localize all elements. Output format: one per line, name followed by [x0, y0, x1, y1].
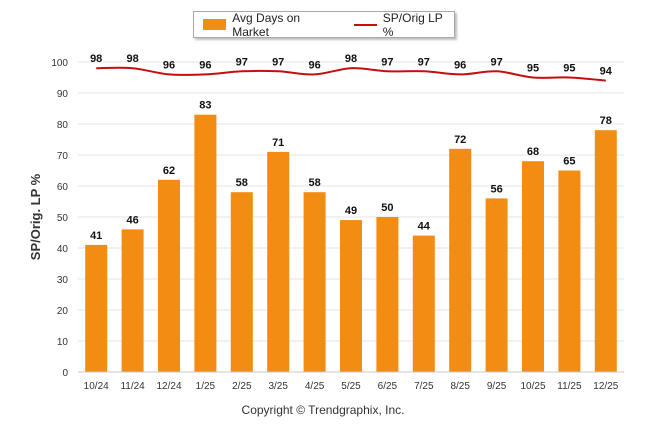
x-tick-label: 10/25: [520, 381, 545, 392]
line-data-label: 95: [527, 63, 539, 75]
y-tick-label: 50: [57, 213, 69, 224]
y-tick-label: 100: [51, 58, 68, 69]
bar-data-label: 41: [90, 230, 102, 242]
line-data-label: 98: [345, 53, 357, 65]
bar-data-label: 50: [381, 202, 393, 214]
bar: [340, 220, 362, 372]
chart-legend: Avg Days on Market SP/Orig LP %: [193, 11, 455, 39]
bar: [230, 192, 253, 372]
copyright-text: Copyright © Trendgraphix, Inc.: [241, 403, 405, 417]
line-data-label: 95: [563, 63, 575, 75]
bar-data-label: 72: [454, 134, 466, 146]
line-data-label: 96: [454, 59, 466, 71]
bar-data-label: 46: [126, 214, 138, 226]
bar: [449, 148, 472, 372]
line-data-label: 96: [199, 59, 211, 71]
bar-data-label: 58: [236, 177, 248, 189]
legend-item-bars[interactable]: Avg Days on Market: [203, 11, 337, 39]
bar-data-label: 44: [418, 221, 431, 233]
y-tick-label: 0: [62, 368, 68, 379]
legend-line-swatch: [353, 23, 377, 26]
bar-data-label: 58: [308, 177, 320, 189]
y-tick-label: 90: [57, 89, 69, 100]
y-tick-label: 10: [57, 337, 69, 348]
y-tick-label: 40: [57, 244, 69, 255]
x-tick-label: 11/24: [120, 381, 145, 392]
bar-data-label: 65: [563, 156, 575, 168]
bar-data-label: 71: [272, 137, 284, 149]
x-tick-label: 11/25: [557, 381, 582, 392]
line-data-label: 97: [418, 56, 430, 68]
bar-data-label: 83: [199, 100, 211, 112]
y-tick-label: 30: [57, 275, 69, 286]
x-tick-label: 12/24: [156, 381, 181, 392]
line-data-label: 94: [600, 66, 613, 78]
line-data-label: 97: [272, 56, 284, 68]
line-data-label: 98: [90, 53, 102, 65]
legend-item-line[interactable]: SP/Orig LP %: [346, 11, 454, 39]
line-data-label: 96: [308, 59, 320, 71]
x-tick-label: 6/25: [378, 381, 398, 392]
line-data-label: 97: [381, 56, 393, 68]
bar-data-label: 56: [490, 183, 502, 195]
bar: [594, 130, 617, 372]
x-tick-label: 3/25: [268, 381, 288, 392]
x-tick-label: 1/25: [196, 381, 216, 392]
bar-data-label: 62: [163, 165, 175, 177]
bar: [303, 192, 326, 372]
x-tick-label: 9/25: [487, 381, 507, 392]
line-data-label: 97: [490, 56, 502, 68]
x-tick-label: 8/25: [450, 381, 470, 392]
x-tick-label: 4/25: [305, 381, 325, 392]
x-tick-label: 10/24: [84, 381, 109, 392]
line-data-label: 97: [236, 56, 248, 68]
y-tick-label: 20: [57, 306, 69, 317]
y-axis-title: SP/Orig. LP %: [28, 173, 43, 260]
bar: [412, 235, 435, 372]
line-data-label: 96: [163, 59, 175, 71]
bar: [522, 161, 544, 372]
bar: [85, 244, 108, 372]
legend-bar-label: Avg Days on Market: [232, 10, 301, 39]
legend-line-label: SP/Orig LP %: [382, 10, 443, 39]
x-tick-label: 2/25: [232, 381, 252, 392]
bar: [194, 114, 217, 372]
bar: [485, 198, 508, 372]
y-tick-label: 60: [57, 182, 69, 193]
bar: [267, 151, 290, 372]
legend-bar-swatch: [203, 19, 227, 30]
x-tick-label: 5/25: [341, 381, 361, 392]
bar-data-label: 49: [345, 205, 357, 217]
x-tick-label: 12/25: [593, 381, 618, 392]
line-data-label: 98: [126, 53, 138, 65]
bar: [158, 179, 180, 372]
line-series-sp-orig-lp: [96, 66, 606, 82]
bar: [558, 170, 581, 372]
bar-data-label: 78: [600, 115, 612, 127]
bar: [376, 217, 399, 372]
y-tick-label: 70: [57, 151, 69, 162]
x-tick-label: 7/25: [414, 381, 434, 392]
y-tick-label: 80: [57, 120, 69, 131]
bar: [121, 229, 144, 372]
bar-data-label: 68: [527, 146, 539, 158]
